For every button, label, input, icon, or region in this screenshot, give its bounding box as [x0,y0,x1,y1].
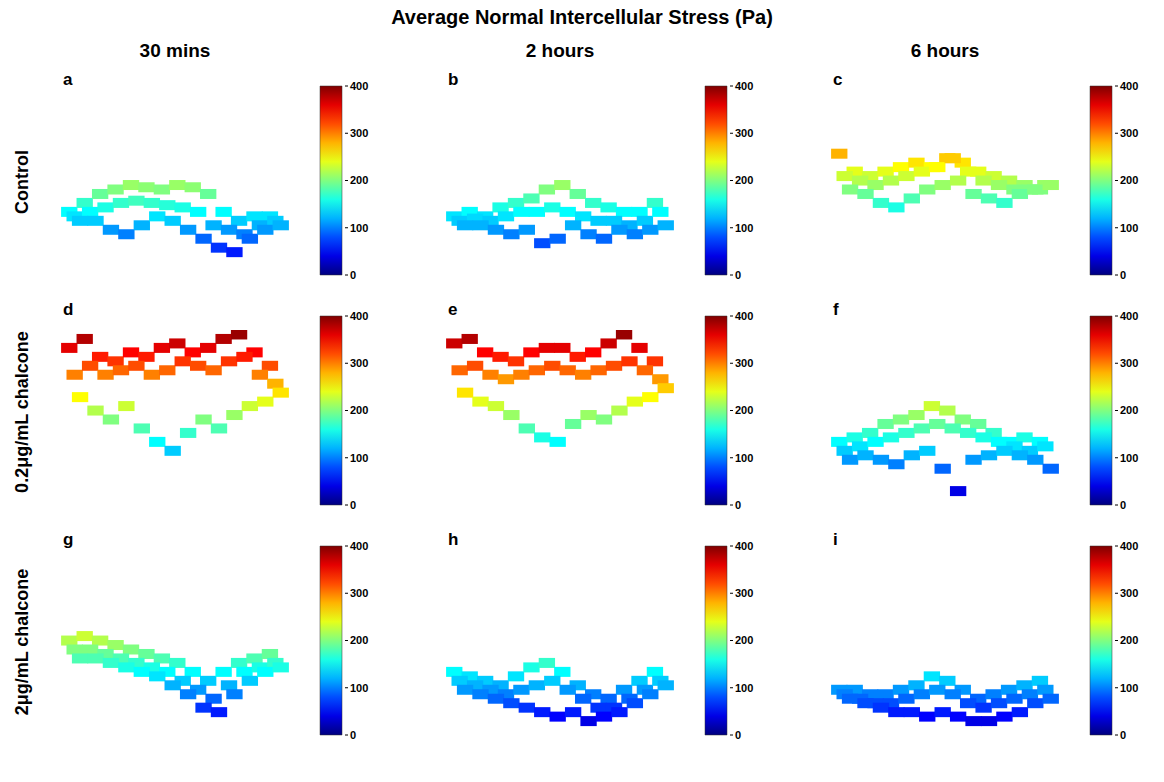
html-text:0.2μg/mL chalcone: 0.2μg/mL chalcone [11,331,32,493]
html-text:Average Normal Intercellular S: Average Normal Intercellular Stress (Pa) [391,6,773,28]
svg-text:0: 0 [735,499,741,511]
svg-text:300: 300 [735,357,753,369]
svg-text:200: 200 [350,404,368,416]
svg-text:200: 200 [735,404,753,416]
svg-text:100: 100 [1120,682,1138,694]
html-text:Control: Control [11,150,32,214]
svg-text:200: 200 [1120,174,1138,186]
svg-text:400: 400 [735,310,753,322]
svg-text:400: 400 [350,540,368,552]
html-text:f: f [833,300,839,319]
html-text:6 hours: 6 hours [910,40,980,61]
html-text:e: e [448,300,458,319]
svg-text:100: 100 [350,452,368,464]
html-text:30 mins: 30 mins [139,40,211,61]
svg-text:400: 400 [1120,310,1138,322]
svg-text:300: 300 [1120,357,1138,369]
svg-text:200: 200 [735,174,753,186]
svg-text:300: 300 [350,357,368,369]
svg-text:100: 100 [350,222,368,234]
svg-text:400: 400 [735,540,753,552]
svg-text:0: 0 [1120,269,1126,281]
html-text:g: g [63,530,74,549]
html-text:c: c [833,70,843,89]
svg-text:100: 100 [735,682,753,694]
html-text:2 hours: 2 hours [525,40,595,61]
svg-text:300: 300 [1120,127,1138,139]
svg-text:400: 400 [1120,540,1138,552]
svg-text:400: 400 [1120,80,1138,92]
svg-text:300: 300 [350,587,368,599]
svg-text:100: 100 [350,682,368,694]
svg-text:400: 400 [350,310,368,322]
svg-text:100: 100 [1120,452,1138,464]
svg-text:200: 200 [1120,404,1138,416]
svg-text:100: 100 [735,452,753,464]
svg-text:300: 300 [735,127,753,139]
svg-text:400: 400 [350,80,368,92]
svg-text:200: 200 [735,634,753,646]
html-text:2μg/mL chalcone: 2μg/mL chalcone [11,568,32,716]
svg-text:300: 300 [350,127,368,139]
svg-text:200: 200 [350,174,368,186]
svg-text:0: 0 [1120,729,1126,741]
html-text:a: a [63,70,73,89]
html-text:h: h [448,530,459,549]
svg-text:200: 200 [1120,634,1138,646]
svg-text:0: 0 [350,499,356,511]
html-text:i: i [833,530,838,549]
svg-text:0: 0 [1120,499,1126,511]
html-text:d: d [63,300,74,319]
svg-text:0: 0 [350,729,356,741]
svg-text:200: 200 [350,634,368,646]
svg-text:0: 0 [735,729,741,741]
svg-text:100: 100 [735,222,753,234]
html-text:b: b [448,70,459,89]
svg-text:0: 0 [735,269,741,281]
svg-text:300: 300 [1120,587,1138,599]
svg-text:0: 0 [350,269,356,281]
svg-text:300: 300 [735,587,753,599]
svg-text:100: 100 [1120,222,1138,234]
svg-text:400: 400 [735,80,753,92]
